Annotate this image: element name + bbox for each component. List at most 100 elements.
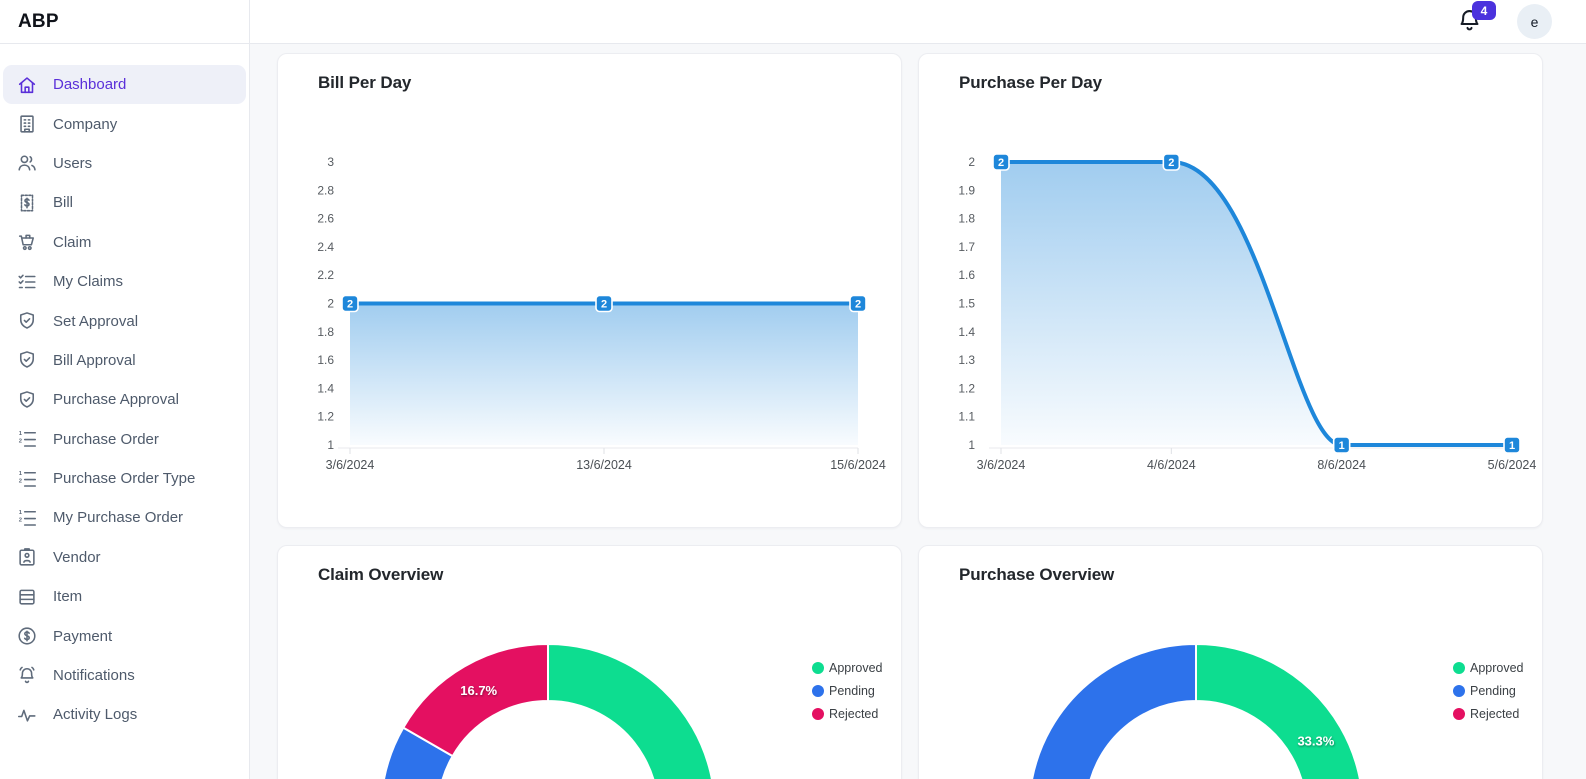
purchase-overview-card: Purchase Overview 33.3%66.7% Approved Pen…	[918, 545, 1543, 779]
y-tick-label: 1	[327, 438, 334, 452]
brand-logo: ABP	[18, 10, 59, 32]
x-tick-label: 4/6/2024	[1147, 458, 1196, 472]
x-tick-label: 3/6/2024	[326, 458, 375, 472]
data-point-marker[interactable]	[1162, 153, 1181, 171]
legend-dot	[1453, 707, 1465, 720]
sidebar-item-item[interactable]: Item	[3, 577, 246, 616]
legend-item-rejected[interactable]: Rejected	[1453, 702, 1524, 725]
legend-item-pending[interactable]: Pending	[1453, 679, 1524, 702]
y-tick-label: 1.7	[958, 240, 975, 254]
bell-icon	[16, 665, 38, 687]
pulse-icon	[16, 704, 38, 726]
data-point-marker[interactable]	[341, 294, 359, 313]
legend-label: Rejected	[829, 706, 879, 721]
shield-check-icon	[16, 389, 38, 411]
purchase-per-day-chart: 21.91.81.71.61.51.41.31.21.113/6/2024 4/6…	[958, 153, 1536, 472]
cart-icon	[16, 231, 38, 253]
x-tick-label: 13/6/2024	[576, 458, 632, 472]
x-tick-label: 8/6/2024	[1317, 458, 1366, 472]
legend-label: Rejected	[1470, 706, 1520, 721]
sidebar-item-my-claims[interactable]: My Claims	[3, 262, 246, 301]
data-point-marker[interactable]	[849, 294, 867, 313]
data-point-label: 2	[998, 157, 1004, 169]
y-tick-label: 1.6	[958, 268, 975, 282]
y-tick-label: 1.9	[958, 183, 975, 197]
donut-slice-approved[interactable]	[1195, 642, 1363, 779]
users-icon	[16, 152, 38, 174]
home-icon	[16, 74, 38, 96]
sidebar-item-activity-logs[interactable]: Activity Logs	[3, 695, 246, 734]
sidebar-item-set-approval[interactable]: Set Approval	[3, 301, 246, 340]
sidebar-item-payment[interactable]: Payment	[3, 616, 246, 655]
series-area	[350, 303, 858, 445]
sidebar-item-label: Vendor	[53, 548, 101, 566]
y-tick-label: 2.8	[317, 183, 334, 197]
y-tick-label: 1.4	[958, 325, 975, 339]
sidebar-item-purchase-order[interactable]: 1 2 Purchase Order	[3, 420, 246, 459]
legend-item-pending[interactable]: Pending	[812, 679, 883, 702]
sidebar-item-label: Company	[53, 115, 118, 133]
legend-dot	[1453, 661, 1465, 674]
sidebar-item-label: My Claims	[53, 273, 123, 291]
sidebar-item-label: Purchase Approval	[53, 391, 179, 409]
donut-slice-pending[interactable]	[1029, 642, 1341, 779]
sidebar-item-bill-approval[interactable]: Bill Approval	[3, 341, 246, 380]
chart-title: Bill Per Day	[318, 73, 412, 92]
sidebar-item-label: Bill Approval	[53, 351, 136, 369]
y-tick-label: 3	[327, 155, 334, 169]
sidebar-item-claim[interactable]: Claim	[3, 223, 246, 262]
data-point-marker[interactable]	[595, 294, 613, 313]
legend-item-approved[interactable]: Approved	[1453, 656, 1524, 679]
notification-count-badge: 4	[1472, 1, 1496, 20]
data-point-label: 2	[601, 299, 607, 311]
donut-percent-label: 16.7%	[460, 683, 497, 698]
y-tick-label: 2.2	[317, 268, 334, 282]
y-tick-label: 1.1	[958, 410, 975, 424]
claim-overview-card: Claim Overview 66.7%16.7%16.7% Approved P…	[277, 545, 902, 779]
y-tick-label: 1	[968, 438, 975, 452]
y-tick-label: 1.4	[317, 381, 334, 395]
series-area	[1001, 162, 1512, 445]
sidebar-item-notifications[interactable]: Notifications	[3, 656, 246, 695]
donut-percent-label: 33.3%	[1297, 734, 1334, 749]
svg-text:2: 2	[19, 478, 23, 484]
legend-label: Approved	[1470, 660, 1524, 675]
legend-item-approved[interactable]: Approved	[812, 656, 883, 679]
dollar-circle-icon	[16, 625, 38, 647]
notifications-button[interactable]: 4	[1456, 1, 1496, 37]
sidebar-header: ABP	[0, 0, 249, 44]
data-point-marker[interactable]	[992, 153, 1010, 171]
sidebar-item-purchase-order-type[interactable]: 1 2 Purchase Order Type	[3, 459, 246, 498]
data-point-label: 2	[1168, 157, 1174, 169]
sidebar-item-users[interactable]: Users	[3, 144, 246, 183]
receipt-dollar-icon	[16, 192, 38, 214]
legend-item-rejected[interactable]: Rejected	[812, 702, 883, 725]
sidebar-item-label: Activity Logs	[53, 706, 138, 724]
data-point-marker[interactable]	[1503, 436, 1521, 454]
svg-text:1: 1	[19, 431, 23, 437]
y-tick-label: 1.3	[958, 353, 975, 367]
sidebar-nav: Dashboard Company Users Bill Claim My Claims S…	[0, 65, 249, 735]
sidebar-item-company[interactable]: Company	[3, 104, 246, 143]
rows-icon	[16, 586, 38, 608]
chart-legend: Approved Pending Rejected	[1453, 656, 1524, 725]
data-point-marker[interactable]	[1332, 436, 1351, 454]
sidebar-item-label: Bill	[53, 194, 74, 212]
y-tick-label: 1.8	[317, 325, 334, 339]
sidebar-item-bill[interactable]: Bill	[3, 183, 246, 222]
user-avatar[interactable]: e	[1517, 4, 1552, 39]
svg-text:1: 1	[19, 510, 23, 516]
sidebar-item-label: Dashboard	[53, 76, 127, 94]
sidebar-item-my-purchase-order[interactable]: 1 2 My Purchase Order	[3, 498, 246, 537]
sidebar-item-label: Notifications	[53, 667, 135, 685]
sidebar-item-vendor[interactable]: Vendor	[3, 538, 246, 577]
sidebar-item-dashboard[interactable]: Dashboard	[3, 65, 246, 105]
sidebar-item-purchase-approval[interactable]: Purchase Approval	[3, 380, 246, 419]
donut-slice-approved[interactable]	[404, 642, 715, 779]
chart-title: Purchase Per Day	[959, 73, 1102, 92]
topbar: 4 e	[250, 0, 1586, 44]
sidebar-item-label: Users	[53, 154, 93, 172]
donut-slice-rejected[interactable]	[401, 642, 549, 758]
legend-dot	[812, 684, 824, 697]
